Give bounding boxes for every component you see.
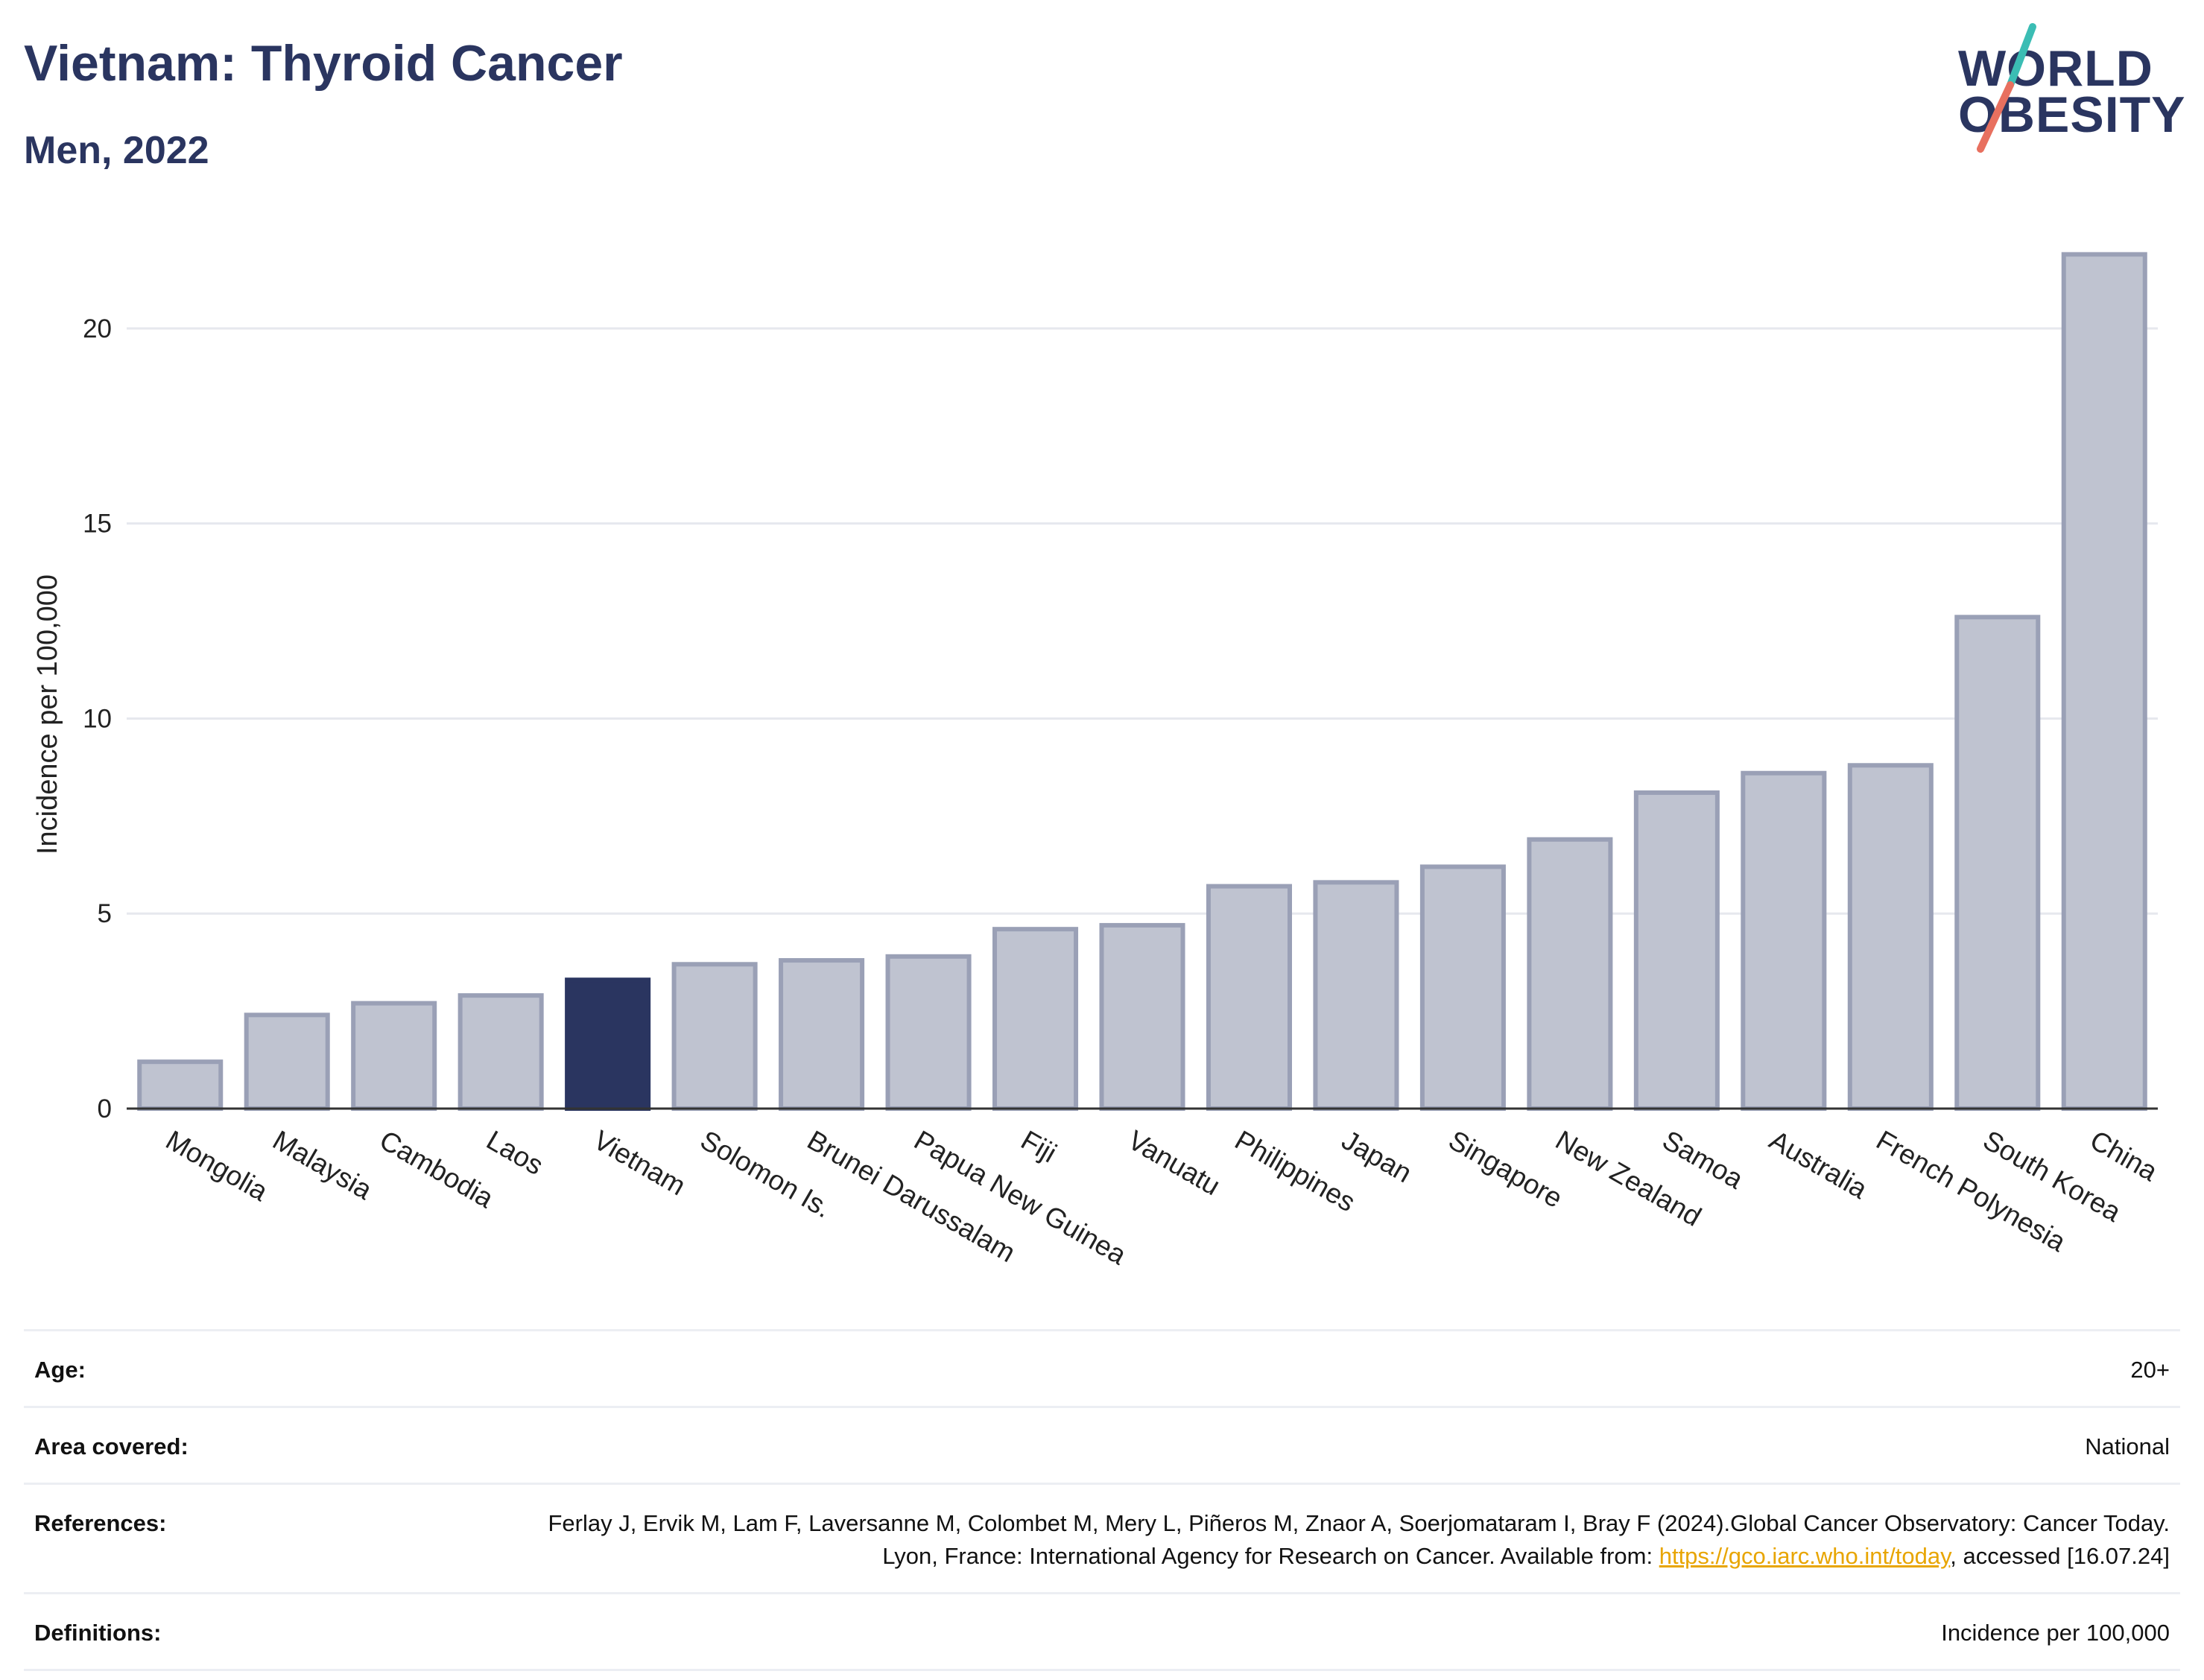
x-tick-label: Philippines [1229, 1124, 1360, 1217]
bar-china [2061, 252, 2147, 1111]
bar-brunei-darussalam [779, 958, 865, 1111]
x-tick-label: Fiji [1016, 1124, 1062, 1168]
x-tick-label: Vietnam [589, 1124, 691, 1201]
x-tick-label: Cambodia [375, 1124, 499, 1214]
x-tick-label: Laos [481, 1124, 548, 1181]
y-axis-ticks: 0 5 10 15 20 [83, 314, 112, 1123]
references-link[interactable]: https://gco.iarc.who.int/today [1659, 1543, 1951, 1569]
bar-mongolia [137, 1059, 224, 1112]
bar-new-zealand [1527, 837, 1613, 1111]
bar-philippines [1206, 884, 1292, 1111]
x-tick-label: Japan [1337, 1124, 1417, 1188]
x-tick-label: Australia [1764, 1124, 1873, 1205]
y-tick-label: 20 [83, 314, 112, 343]
x-tick-label: Malaysia [267, 1124, 377, 1205]
definitions-label: Definitions: [34, 1620, 162, 1646]
world-obesity-logo: WORLD OBESITY [1945, 21, 2191, 155]
info-row-age: Age: 20+ [24, 1329, 2180, 1406]
bar-vietnam [565, 977, 651, 1112]
x-tick-label: French Polynesia [1871, 1124, 2071, 1258]
bar-fiji [992, 927, 1079, 1111]
bar-laos [457, 993, 544, 1112]
bar-australia [1741, 770, 1827, 1112]
x-tick-label: Vanuatu [1123, 1124, 1226, 1201]
x-tick-label: Mongolia [161, 1124, 273, 1207]
y-axis-title: Incidence per 100,000 [32, 574, 63, 855]
chart-title: Vietnam: Thyroid Cancer [24, 35, 623, 92]
bar-vanuatu [1099, 922, 1185, 1111]
bars [137, 252, 2147, 1112]
x-tick-label: Samoa [1657, 1124, 1748, 1194]
age-value: 20+ [2130, 1357, 2170, 1383]
age-label: Age: [34, 1357, 86, 1383]
bar-south-korea [1954, 615, 2041, 1111]
area-value: National [2085, 1433, 2170, 1459]
references-accessed: , accessed [16.07.24] [1950, 1543, 2170, 1569]
bar-french-polynesia [1847, 763, 1934, 1111]
chart-subtitle: Men, 2022 [24, 129, 209, 172]
x-tick-label: China [2085, 1124, 2163, 1187]
info-row-area: Area covered: National [24, 1406, 2180, 1483]
bar-papua-new-guinea [885, 954, 972, 1112]
info-row-references: References: Ferlay J, Ervik M, Lam F, La… [24, 1483, 2180, 1592]
bar-japan [1313, 880, 1399, 1111]
bar-malaysia [244, 1012, 330, 1112]
references-value: Ferlay J, Ervik M, Lam F, Laversanne M, … [531, 1507, 2170, 1573]
bar-singapore [1419, 864, 1506, 1111]
info-table: Age: 20+ Area covered: National Referenc… [24, 1329, 2180, 1671]
logo-slash-icon [1977, 23, 2036, 153]
y-tick-label: 15 [83, 510, 112, 539]
references-text: Ferlay J, Ervik M, Lam F, Laversanne M, … [548, 1510, 2170, 1569]
logo-word-world: WORLD [1958, 40, 2153, 97]
x-tick-label: Singapore [1443, 1124, 1568, 1214]
references-label: References: [34, 1510, 167, 1536]
info-row-definitions: Definitions: Incidence per 100,000 [24, 1592, 2180, 1671]
y-tick-label: 5 [98, 899, 112, 928]
bar-samoa [1633, 790, 1720, 1111]
definitions-value: Incidence per 100,000 [1941, 1620, 2170, 1646]
bar-solomon-is [671, 962, 758, 1111]
area-label: Area covered: [34, 1433, 189, 1459]
y-tick-label: 0 [98, 1094, 112, 1123]
y-tick-label: 10 [83, 704, 112, 733]
bar-cambodia [351, 1001, 437, 1112]
